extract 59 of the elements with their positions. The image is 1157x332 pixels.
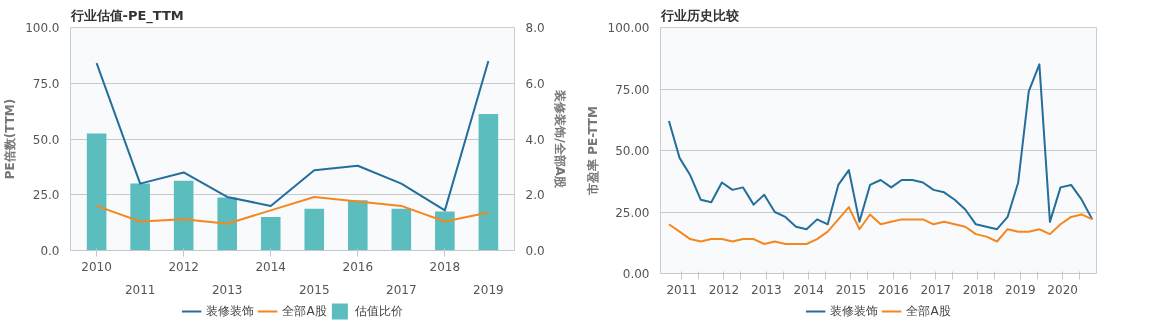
y-tick-label: 25.00	[615, 205, 650, 220]
y-tick-label: 0.00	[622, 267, 650, 281]
y-axis-title: PE倍数(TTM)	[3, 98, 18, 180]
x-tick-label: 2014	[793, 282, 824, 297]
y2-tick-label: 2.0	[525, 188, 545, 203]
x-tick-label: 2012	[168, 259, 199, 274]
y-tick-label: 50.00	[615, 144, 650, 158]
line-series	[95, 59, 490, 212]
bar	[173, 180, 194, 251]
legend-label: 全部A股	[282, 302, 327, 320]
x-tick-label: 2010	[81, 259, 112, 274]
bar	[304, 208, 325, 251]
line-series	[667, 206, 1094, 245]
x-tick-label: 2011	[124, 282, 156, 297]
legend-label: 估值比价	[354, 302, 403, 320]
bar	[86, 133, 107, 251]
bar	[130, 183, 150, 251]
bar	[391, 208, 412, 251]
line-series	[667, 63, 1094, 231]
x-tick-label: 2018	[962, 282, 994, 297]
y-tick-label: 25.0	[32, 188, 60, 203]
x-tick-label: 2014	[255, 259, 287, 274]
x-tick-label: 2011	[666, 282, 697, 297]
y2-tick-label: 6.0	[525, 76, 545, 91]
bar	[217, 197, 237, 251]
bar	[435, 211, 455, 251]
x-tick-label: 2013	[751, 282, 782, 297]
y-tick-label: 100.00	[607, 21, 650, 35]
x-tick-label: 2016	[878, 282, 909, 297]
y-axis-title: 市盈率 PE-TTM	[585, 106, 600, 196]
y2-tick-label: 4.0	[525, 132, 545, 147]
x-tick-label: 2020	[1047, 282, 1078, 297]
chart-title: 行业历史比较	[659, 7, 740, 23]
y2-tick-label: 8.0	[525, 21, 545, 35]
y2-tick-label: 0.0	[525, 244, 545, 258]
x-tick-label: 2017	[386, 282, 417, 297]
y2-axis-title: 装修装饰/全部A股	[552, 89, 567, 189]
bar	[260, 217, 281, 251]
x-tick-label: 2019	[1005, 282, 1036, 297]
line-series	[95, 195, 490, 225]
x-tick-label: 2015	[299, 282, 330, 297]
chart-title: 行业估值-PE_TTM	[69, 7, 184, 24]
x-tick-label: 2017	[920, 282, 951, 297]
legend-label: 装修装饰	[206, 302, 255, 320]
legend-label: 全部A股	[906, 302, 951, 320]
y-tick-label: 100.0	[25, 21, 60, 35]
x-tick-label: 2012	[708, 282, 740, 297]
x-tick-label: 2018	[429, 259, 461, 274]
legend-label: 装修装饰	[830, 302, 879, 320]
bar	[478, 113, 499, 251]
y-tick-label: 0.0	[40, 244, 60, 258]
bar	[348, 200, 368, 251]
y-tick-label: 75.0	[32, 76, 60, 91]
x-tick-label: 2013	[211, 282, 243, 297]
x-tick-label: 2019	[473, 282, 504, 297]
x-tick-label: 2016	[342, 259, 374, 274]
y-tick-label: 50.0	[32, 132, 60, 147]
x-tick-label: 2015	[835, 282, 867, 297]
y-tick-label: 75.00	[615, 82, 650, 97]
